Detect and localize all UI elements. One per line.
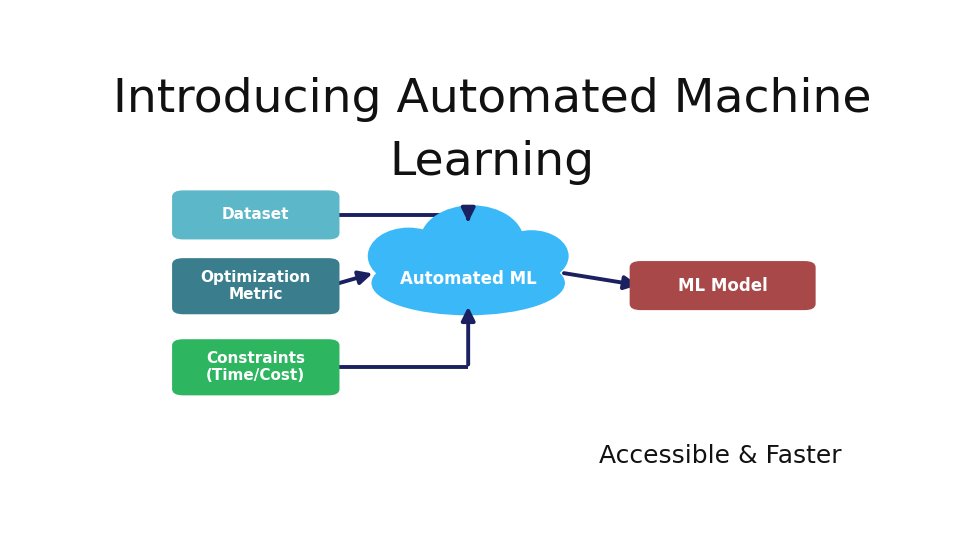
- Text: Dataset: Dataset: [222, 207, 290, 222]
- FancyBboxPatch shape: [172, 191, 340, 239]
- Text: Accessible & Faster: Accessible & Faster: [599, 444, 842, 468]
- FancyBboxPatch shape: [172, 339, 340, 395]
- FancyBboxPatch shape: [630, 261, 816, 310]
- Text: Optimization
Metric: Optimization Metric: [201, 270, 311, 302]
- Text: Automated ML: Automated ML: [399, 270, 537, 288]
- FancyBboxPatch shape: [172, 258, 340, 314]
- Ellipse shape: [494, 230, 568, 282]
- Ellipse shape: [372, 251, 564, 315]
- Ellipse shape: [420, 205, 524, 278]
- Text: Learning: Learning: [390, 140, 594, 185]
- Text: ML Model: ML Model: [678, 276, 767, 295]
- Ellipse shape: [368, 227, 449, 285]
- Text: Introducing Automated Machine: Introducing Automated Machine: [112, 77, 872, 122]
- Text: Constraints
(Time/Cost): Constraints (Time/Cost): [206, 351, 305, 383]
